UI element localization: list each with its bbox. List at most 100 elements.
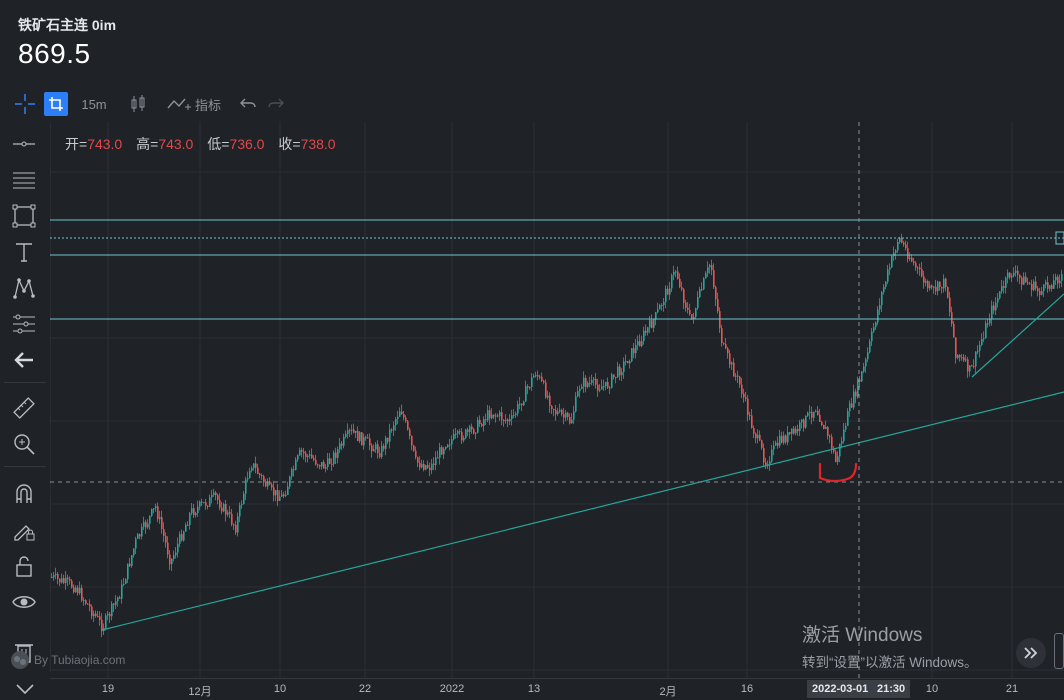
candle-body [755, 433, 757, 439]
candle-body [623, 361, 625, 372]
candle-body [657, 309, 659, 313]
candle-body [419, 462, 421, 468]
candle-body [773, 445, 775, 450]
candle-body [163, 528, 165, 536]
text-tool[interactable] [10, 238, 38, 266]
candle-body [673, 271, 675, 276]
unlock-icon [16, 556, 32, 577]
candle-body [449, 444, 451, 446]
candle-body [201, 501, 203, 503]
candle-body [859, 379, 861, 382]
candle-body [959, 355, 961, 358]
rectangle-tool[interactable] [10, 202, 38, 230]
price-scale-handle[interactable] [1054, 633, 1064, 669]
pattern-tool[interactable] [10, 274, 38, 302]
candle-body [79, 587, 81, 594]
candle-body [691, 314, 693, 319]
candle-body [317, 464, 319, 466]
unlock-tool[interactable] [10, 552, 38, 580]
candle-body [57, 573, 59, 579]
crop-tool-button[interactable] [44, 92, 68, 116]
drawing-layer [50, 122, 1064, 678]
candle-body [713, 270, 715, 288]
crosshair-date-label: 2022-03-01 [807, 680, 874, 698]
candle-body [51, 577, 53, 578]
candle-body [965, 359, 967, 361]
candle-body [1037, 288, 1039, 292]
candle-body [621, 371, 623, 376]
price-chart[interactable] [50, 122, 1064, 678]
horizontal-line-tool[interactable] [10, 130, 38, 158]
candle-body [75, 587, 77, 593]
candle-body [393, 425, 395, 431]
candle-body [953, 323, 955, 338]
candle-body [941, 287, 943, 289]
candle-body [687, 307, 689, 310]
crosshair-time-label: 21:30 [872, 680, 911, 698]
candle-body [279, 496, 281, 501]
crosshair-mode-button[interactable] [12, 92, 38, 116]
arrow-tool[interactable] [10, 346, 38, 374]
candle-body [633, 348, 635, 354]
candle-body [667, 288, 669, 295]
high-label: 高= [136, 136, 159, 152]
candle-body [1053, 280, 1055, 289]
candle-body [395, 418, 397, 426]
undo-button[interactable] [238, 92, 258, 116]
candle-body [509, 419, 511, 422]
candle-body [529, 387, 531, 389]
interval-button[interactable]: 15m [81, 96, 107, 112]
candle-body [401, 411, 403, 415]
lock-drawing-tool[interactable] [10, 516, 38, 544]
candle-body [409, 429, 411, 437]
candle-body [881, 292, 883, 306]
collapse-toolbar-button[interactable] [0, 678, 50, 699]
visibility-tool[interactable] [10, 588, 38, 616]
candle-body [1041, 290, 1043, 295]
candle-body [81, 587, 83, 601]
candle-body [77, 587, 79, 594]
candle-body [221, 507, 223, 512]
ruler-tool[interactable] [10, 394, 38, 422]
time-tick: 10 [925, 683, 939, 695]
candle-body [635, 345, 637, 354]
candle-body [367, 437, 369, 439]
price-scale-marker [1055, 231, 1064, 245]
redo-button[interactable] [266, 92, 286, 116]
watermark-text: By Tubiaojia.com [34, 653, 126, 667]
candle-body [249, 470, 251, 479]
measure-lines-tool[interactable] [10, 310, 38, 338]
candle-body [619, 366, 621, 376]
candle-body [699, 289, 701, 298]
candle-body [707, 267, 709, 274]
scroll-to-latest-button[interactable] [1016, 638, 1046, 668]
candle-body [353, 429, 355, 433]
parallel-lines-tool[interactable] [10, 166, 38, 194]
candle-body [651, 320, 653, 328]
time-tick: 19 [101, 683, 115, 695]
zoom-in-tool[interactable] [10, 430, 38, 458]
chart-type-button[interactable] [126, 92, 150, 116]
time-axis[interactable]: 19 12月 10 22 2022 13 2月 16 10 21 2022-03… [50, 678, 1064, 700]
candle-body [923, 276, 925, 283]
candle-body [185, 524, 187, 532]
magnet-icon [16, 484, 32, 503]
candle-body [343, 436, 345, 446]
candle-body [833, 448, 835, 452]
candle-body [905, 244, 907, 249]
candle-body [787, 432, 789, 443]
candle-body [489, 410, 491, 419]
candle-body [271, 484, 273, 488]
candle-body [1057, 276, 1059, 284]
candle-body [253, 463, 255, 469]
candle-body [1003, 286, 1005, 288]
candle-body [797, 428, 799, 432]
indicator-button[interactable]: 指标 [162, 92, 226, 116]
double-chevron-right-icon [1024, 647, 1038, 659]
magnet-tool[interactable] [10, 480, 38, 508]
candle-body [487, 410, 489, 421]
candle-body [519, 403, 521, 405]
annotation-bracket [818, 462, 858, 483]
candle-body [257, 467, 259, 474]
candle-body [799, 422, 801, 432]
